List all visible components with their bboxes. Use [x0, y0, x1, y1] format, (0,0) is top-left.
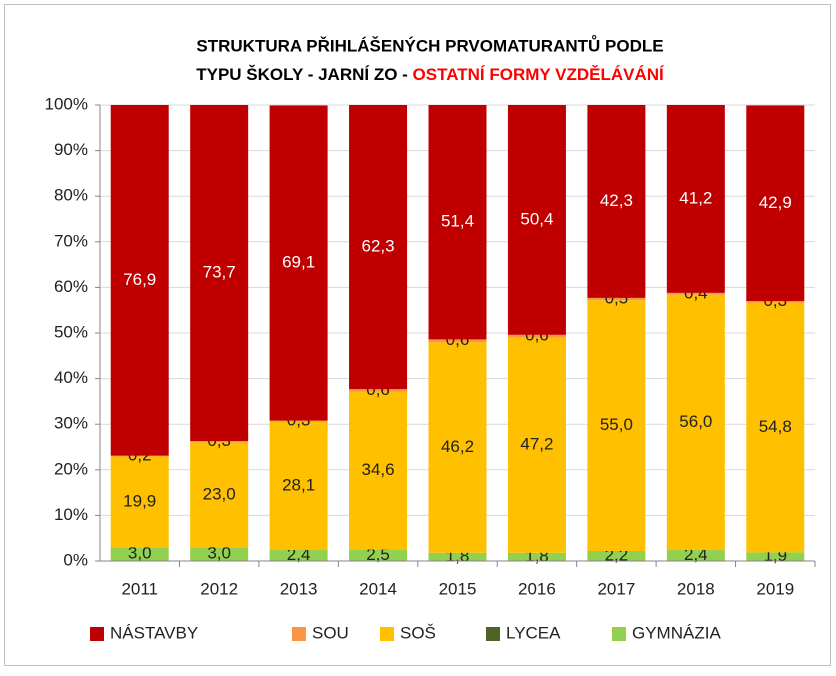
title-part: OSTATNÍ FORMY VZDĚLÁVÁNÍ	[413, 65, 666, 84]
chart-title: TYPU ŠKOLY - JARNÍ ZO - OSTATNÍ FORMY VZ…	[196, 65, 665, 84]
data-label: 62,3	[362, 237, 395, 256]
bar-segment	[428, 342, 487, 553]
y-tick-label: 60%	[54, 277, 88, 296]
y-tick-label: 30%	[54, 414, 88, 433]
bar-segment	[349, 549, 408, 561]
data-label: 28,1	[282, 475, 315, 494]
legend-label: SOU	[312, 623, 349, 642]
data-label: 42,3	[600, 191, 633, 210]
data-label: 73,7	[203, 263, 236, 282]
data-label: 3,0	[207, 544, 231, 563]
bar-segment	[110, 547, 169, 561]
data-label: 46,2	[441, 437, 474, 456]
bar-segment	[587, 297, 646, 301]
x-tick-label: 2018	[677, 579, 715, 598]
bar-segment	[507, 552, 566, 561]
bar-segment	[190, 547, 249, 561]
bar-segment	[746, 302, 805, 553]
bar-segment	[110, 456, 169, 548]
bar-segment	[507, 337, 566, 553]
data-label: 19,9	[123, 491, 156, 510]
legend-swatch	[90, 627, 104, 641]
legend-swatch	[612, 627, 626, 641]
bar-segment	[666, 105, 725, 293]
y-tick-label: 70%	[54, 231, 88, 250]
data-label: 47,2	[520, 435, 553, 454]
bar-segment	[349, 389, 408, 392]
x-tick-label: 2014	[359, 579, 397, 598]
x-tick-label: 2016	[518, 579, 556, 598]
bar-segment	[666, 294, 725, 551]
y-tick-label: 80%	[54, 186, 88, 205]
data-label: 41,2	[679, 188, 712, 207]
x-tick-label: 2012	[200, 579, 238, 598]
data-label: 34,6	[362, 460, 395, 479]
y-tick-label: 50%	[54, 322, 88, 341]
data-label: 3,0	[128, 544, 152, 563]
data-label: 69,1	[282, 252, 315, 271]
x-tick-label: 2013	[280, 579, 318, 598]
bar-segment	[507, 334, 566, 338]
data-label: 56,0	[679, 412, 712, 431]
data-label: 55,0	[600, 415, 633, 434]
legend-label: LYCEA	[506, 623, 561, 642]
legend-label: GYMNÁZIA	[632, 623, 721, 642]
bar-segment	[666, 550, 725, 561]
legend-label: SOŠ	[400, 623, 436, 642]
data-label: 23,0	[203, 484, 236, 503]
data-label: 54,8	[759, 417, 792, 436]
bar-segment	[190, 105, 249, 442]
x-tick-label: 2011	[121, 579, 158, 598]
bar-segment	[587, 300, 646, 551]
bar-segment	[428, 552, 487, 561]
bar-segment	[507, 105, 566, 335]
bar-segment	[349, 391, 408, 550]
data-label: 50,4	[520, 209, 553, 228]
bar-segment	[110, 455, 169, 457]
bar-segment	[428, 105, 487, 340]
x-tick-label: 2017	[597, 579, 635, 598]
bar-segment	[428, 339, 487, 343]
bar-segment	[269, 420, 328, 422]
bar-segment	[666, 292, 725, 295]
x-tick-label: 2019	[756, 579, 794, 598]
bar-segment	[269, 550, 328, 561]
chart-title: STRUKTURA PŘIHLÁŠENÝCH PRVOMATURANTŮ POD…	[196, 35, 663, 55]
title-part: TYPU ŠKOLY - JARNÍ ZO -	[196, 65, 412, 84]
y-tick-label: 90%	[54, 140, 88, 159]
bar-segment	[587, 105, 646, 298]
bar-segment	[587, 550, 646, 561]
x-tick-label: 2015	[439, 579, 477, 598]
data-label: 51,4	[441, 212, 474, 231]
y-tick-label: 40%	[54, 368, 88, 387]
bar-segment	[746, 105, 805, 302]
bar-segment	[746, 552, 805, 561]
bar-segment	[110, 105, 169, 456]
y-tick-label: 100%	[45, 94, 88, 113]
legend-swatch	[292, 627, 306, 641]
legend-swatch	[380, 627, 394, 641]
bar-segment	[746, 301, 805, 303]
bar-segment	[190, 442, 249, 548]
legend-label: NÁSTAVBY	[110, 623, 198, 642]
data-label: 76,9	[123, 270, 156, 289]
bar-segment	[269, 421, 328, 551]
bar-segment	[349, 105, 408, 390]
y-tick-label: 20%	[54, 459, 88, 478]
legend-swatch	[486, 627, 500, 641]
y-tick-label: 0%	[63, 550, 88, 569]
bar-segment	[269, 105, 328, 421]
data-label: 42,9	[759, 193, 792, 212]
y-tick-label: 10%	[54, 505, 88, 524]
bar-segment	[190, 441, 249, 443]
